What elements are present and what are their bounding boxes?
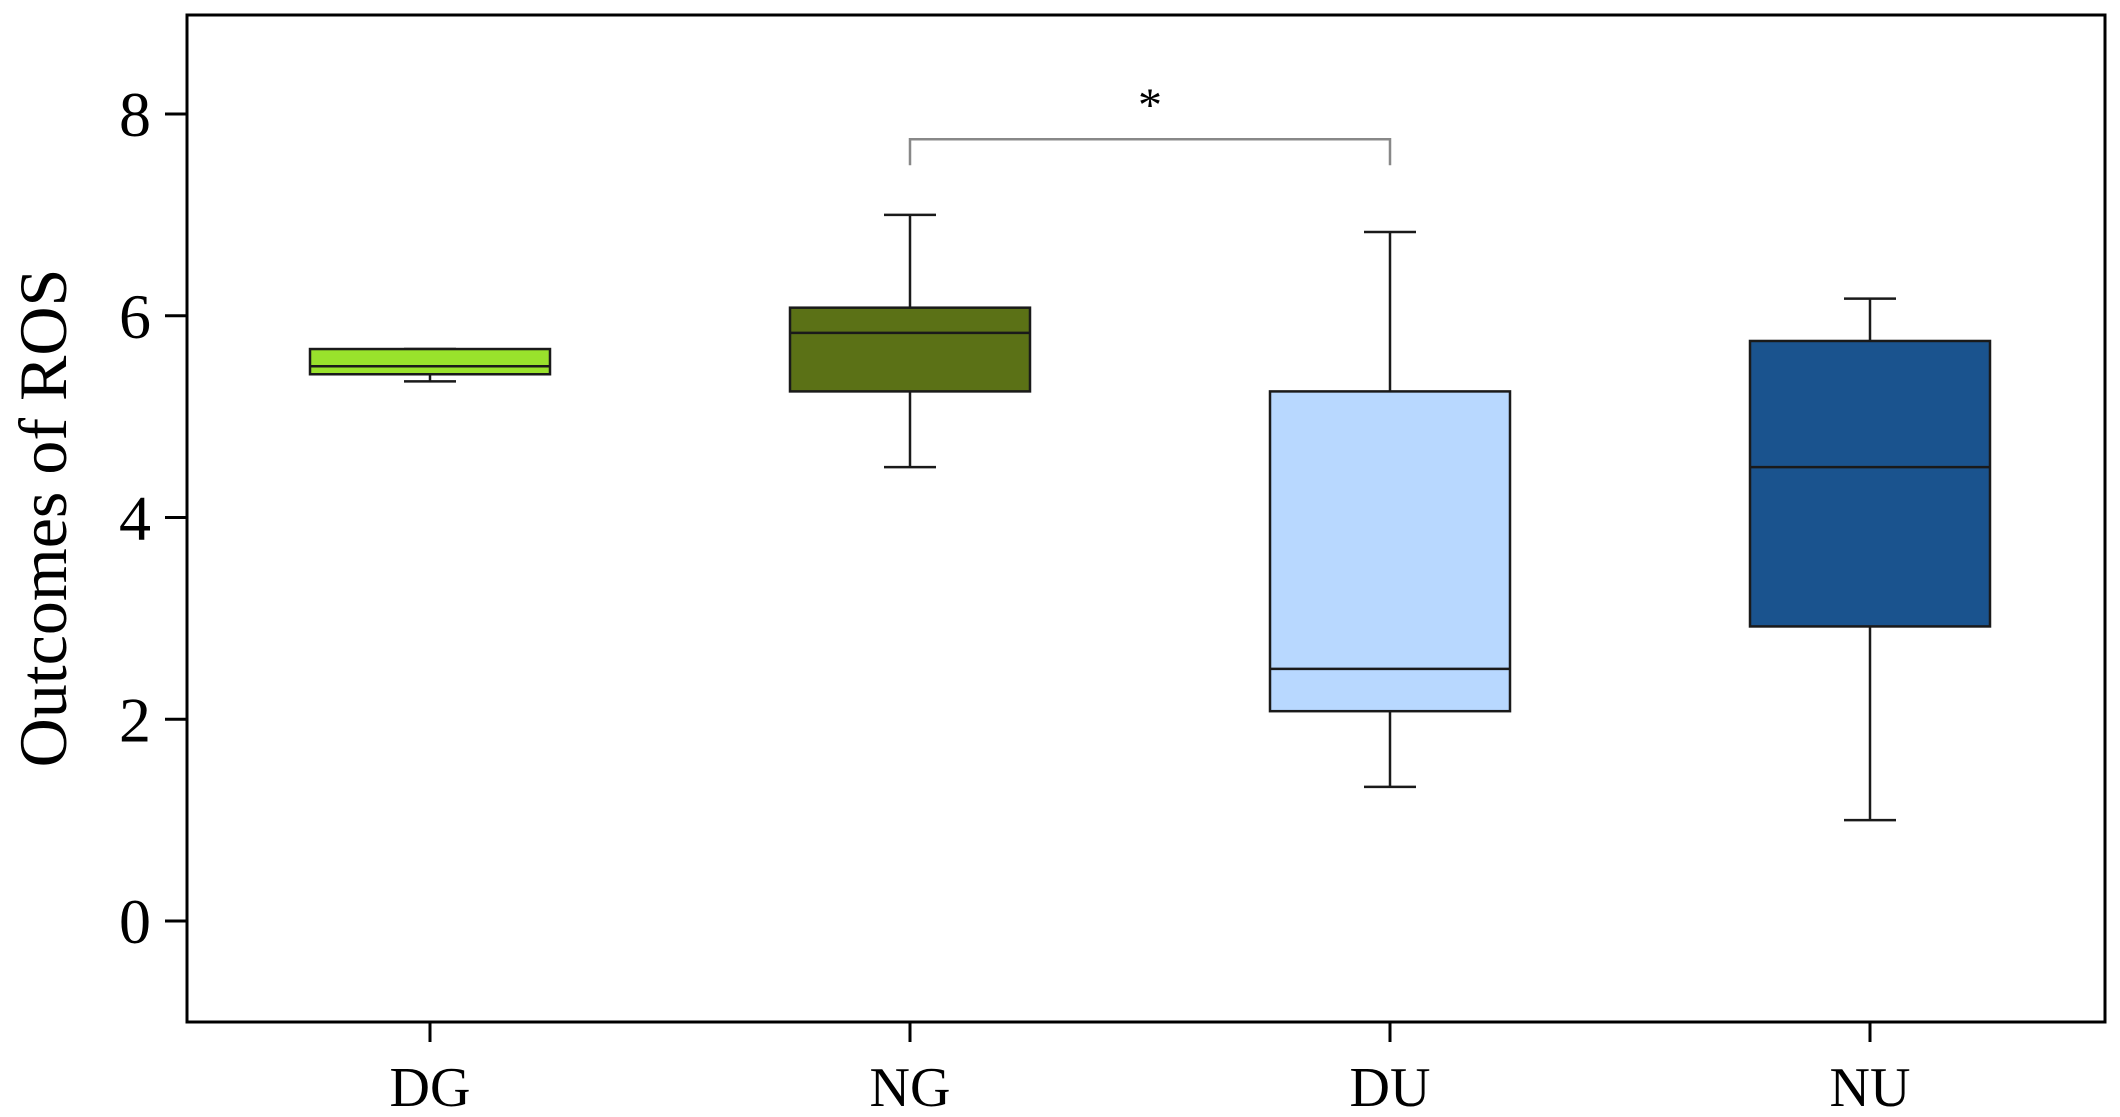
box-ng: [788, 213, 1032, 469]
box-du: [1268, 230, 1512, 789]
boxes: [308, 213, 1992, 822]
y-tick-label: 0: [119, 886, 151, 957]
y-tick-label: 4: [119, 483, 151, 554]
bracket-line: [908, 137, 1392, 166]
y-axis-title: Outcomes of ROS: [5, 269, 81, 768]
significance-brackets: *: [908, 79, 1392, 166]
box-body: [1748, 339, 1992, 628]
y-tick-label: 8: [119, 79, 151, 150]
y-tick-label: 2: [119, 684, 151, 755]
box-body: [788, 306, 1032, 393]
y-tick-label: 6: [119, 281, 151, 352]
box-dg: [308, 347, 552, 383]
box-body: [308, 347, 552, 376]
x-axis: DG NG DU NU: [390, 1022, 1911, 1117]
x-tick-label: NU: [1830, 1057, 1911, 1117]
x-tick-label: DU: [1350, 1057, 1431, 1117]
y-axis: 0 2 4 6 8: [119, 79, 187, 957]
x-tick-label: NG: [870, 1057, 951, 1117]
box-body: [1268, 390, 1512, 713]
x-tick-label: DG: [390, 1057, 471, 1117]
box-nu: [1748, 297, 1992, 822]
significance-label: *: [1138, 79, 1162, 132]
significance-bracket: *: [908, 79, 1392, 166]
